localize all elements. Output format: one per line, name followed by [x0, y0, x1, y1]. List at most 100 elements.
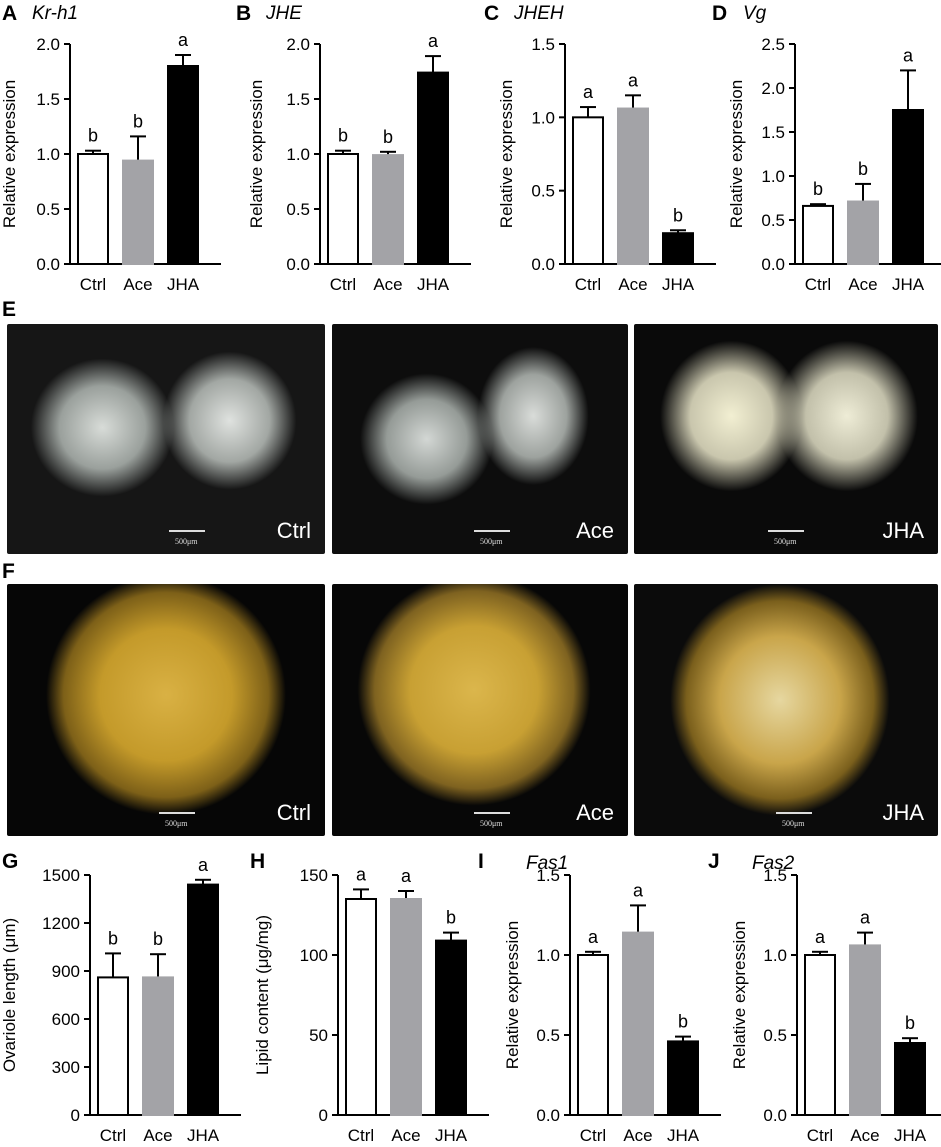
significance-letter: a — [860, 908, 871, 928]
bar-jha — [662, 232, 694, 265]
chart-c: 0.0 0.5 1.0 1.5 Relative expression a Ctrl a Ace… — [0, 0, 716, 300]
panel-label-h: H — [250, 850, 266, 873]
photo-caption: Ctrl — [276, 800, 311, 825]
y-axis-label: Relative expression — [247, 80, 266, 228]
significance-letter: a — [903, 45, 914, 65]
photo-e-jha: 500μm JHA — [634, 324, 938, 554]
y-tick-label: 0.5 — [531, 182, 555, 201]
y-axis-label: Relative expression — [503, 921, 522, 1069]
y-tick-label: 2.0 — [761, 79, 785, 98]
y-axis-label: Relative expression — [0, 80, 19, 228]
y-tick-label: 600 — [52, 1010, 80, 1029]
significance-letter: b — [88, 126, 98, 146]
y-tick-label: 50 — [309, 1026, 328, 1045]
bar-ace — [372, 154, 404, 266]
bar-ctrl — [572, 116, 604, 266]
scale-bar-label: 500μm — [165, 819, 188, 828]
y-tick-label: 900 — [52, 962, 80, 981]
photo-caption: Ace — [576, 518, 614, 543]
y-tick-label: 0 — [319, 1106, 328, 1125]
x-tick-label: Ctrl — [80, 275, 106, 294]
significance-letter: b — [678, 1012, 688, 1032]
significance-letter: a — [583, 82, 594, 102]
y-tick-label: 0.0 — [36, 255, 60, 274]
chart-title-b: JHE — [266, 3, 302, 24]
bar-ace — [849, 944, 881, 1117]
photo-e-ace: 500μm Ace — [332, 324, 628, 554]
panel-label-g: G — [2, 850, 19, 873]
x-tick-label: JHA — [187, 1126, 220, 1145]
y-axis-label: Relative expression — [727, 80, 746, 228]
photo-e-ctrl: 500μm Ctrl — [7, 324, 325, 554]
chart-title-c: JHEH — [514, 3, 564, 24]
chart-b: 0.0 0.5 1.0 1.5 2.0 Relative expression b Ctrl b… — [0, 0, 471, 300]
x-tick-label: JHA — [417, 275, 450, 294]
bar-ctrl — [345, 898, 377, 1116]
significance-letter: b — [383, 127, 393, 147]
photo-caption: Ctrl — [276, 518, 311, 543]
scale-bar — [776, 812, 812, 814]
significance-letter: a — [588, 927, 599, 947]
scale-bar — [474, 812, 510, 814]
x-tick-label: Ace — [618, 275, 647, 294]
x-tick-label: JHA — [167, 275, 200, 294]
x-tick-label: Ctrl — [348, 1126, 374, 1145]
x-tick-label: Ace — [623, 1126, 652, 1145]
y-axis-label: Ovariole length (μm) — [0, 918, 19, 1072]
bar-ace — [847, 200, 879, 266]
photo-caption: JHA — [882, 518, 924, 543]
y-tick-label: 0.5 — [763, 1026, 787, 1045]
y-tick-label: 1.0 — [36, 145, 60, 164]
y-tick-label: 100 — [300, 946, 328, 965]
panel-label-d: D — [712, 2, 728, 25]
significance-letter: b — [153, 929, 163, 949]
x-tick-label: JHA — [894, 1126, 927, 1145]
y-axis-label: Lipid content (μg/mg) — [253, 915, 272, 1075]
x-tick-label: JHA — [667, 1126, 700, 1145]
y-tick-label: 1.5 — [286, 90, 310, 109]
x-tick-label: Ctrl — [575, 275, 601, 294]
y-axis-label: Relative expression — [730, 921, 749, 1069]
scale-bar — [474, 530, 510, 532]
y-tick-label: 0.0 — [286, 255, 310, 274]
x-tick-label: Ctrl — [805, 275, 831, 294]
significance-letter: a — [356, 864, 367, 884]
x-tick-label: Ace — [123, 275, 152, 294]
y-tick-label: 0.0 — [763, 1106, 787, 1125]
significance-letter: a — [628, 70, 639, 90]
chart-i: 0.0 0.5 1.0 1.5 Relative expression a Ctrl a Ace… — [503, 866, 721, 1145]
y-tick-label: 2.0 — [36, 35, 60, 54]
bar-ace — [122, 159, 154, 266]
scale-bar-label: 500μm — [774, 537, 797, 546]
bar-jha — [187, 883, 219, 1116]
x-tick-label: Ctrl — [330, 275, 356, 294]
significance-letter: a — [178, 30, 189, 50]
photo-f-ace: 500μm Ace — [332, 584, 628, 836]
bar-jha — [417, 71, 449, 265]
chart-a: 0.0 0.5 1.0 1.5 2.0 Relative expression b Ctrl b… — [0, 0, 225, 300]
x-tick-label: Ace — [143, 1126, 172, 1145]
panel-label-f: F — [2, 560, 15, 583]
bar-ace — [142, 976, 174, 1117]
x-tick-label: Ctrl — [580, 1126, 606, 1145]
y-tick-label: 0.5 — [761, 211, 785, 230]
y-tick-label: 300 — [52, 1058, 80, 1077]
y-tick-label: 1.0 — [531, 108, 555, 127]
significance-letter: a — [428, 31, 439, 51]
y-tick-label: 0.5 — [286, 200, 310, 219]
y-tick-label: 1.0 — [761, 167, 785, 186]
bar-ace — [617, 107, 649, 265]
bar-ctrl — [97, 976, 129, 1117]
panel-label-j: J — [708, 850, 720, 873]
scale-bar-label: 500μm — [480, 537, 503, 546]
y-tick-label: 2.5 — [761, 35, 785, 54]
x-tick-label: Ctrl — [807, 1126, 833, 1145]
x-tick-label: Ace — [391, 1126, 420, 1145]
y-tick-label: 1.0 — [286, 145, 310, 164]
y-tick-label: 1.5 — [531, 35, 555, 54]
significance-letter: b — [813, 179, 823, 199]
scale-bar-label: 500μm — [782, 819, 805, 828]
chart-title-a: Kr-h1 — [32, 3, 79, 24]
y-tick-label: 0 — [71, 1106, 80, 1125]
scale-bar-label: 500μm — [175, 537, 198, 546]
